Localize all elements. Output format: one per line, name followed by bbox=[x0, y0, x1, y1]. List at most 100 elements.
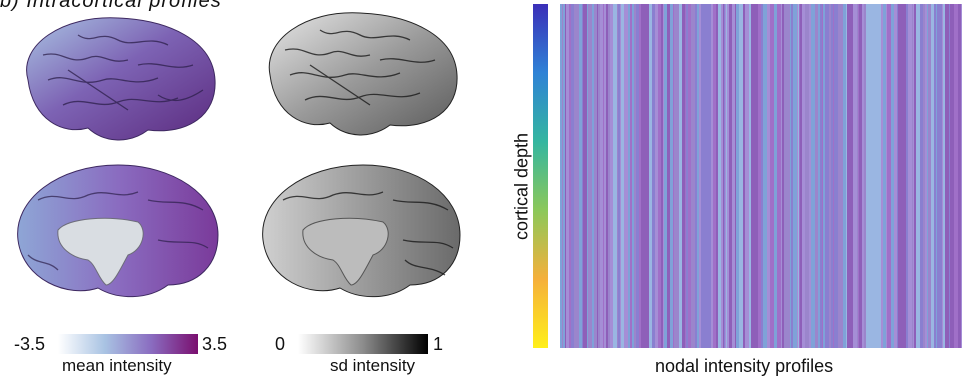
heatmap-stripe bbox=[729, 4, 732, 348]
heatmap-stripe bbox=[925, 4, 927, 348]
heatmap-stripe bbox=[620, 4, 621, 348]
heatmap-stripe bbox=[767, 4, 770, 348]
mean-intensity-colorbar bbox=[58, 334, 198, 354]
heatmap-stripe bbox=[634, 4, 636, 348]
heatmap-stripe bbox=[714, 4, 716, 348]
heatmap-stripe bbox=[639, 4, 641, 348]
sd-colorbar-max-label: 1 bbox=[433, 334, 444, 354]
heatmap-stripe bbox=[724, 4, 725, 348]
heatmap-stripe bbox=[820, 4, 822, 348]
heatmap-stripe bbox=[664, 4, 667, 348]
heatmap-stripe bbox=[679, 4, 682, 348]
heatmap-stripe bbox=[891, 4, 894, 348]
heatmap-stripe bbox=[851, 4, 853, 348]
panel-title: b) Intracortical profiles bbox=[0, 0, 222, 12]
heatmap-stripe bbox=[699, 4, 700, 348]
heatmap-stripe bbox=[610, 4, 613, 348]
heatmap-stripe bbox=[950, 4, 954, 348]
heatmap-stripe bbox=[628, 4, 630, 348]
heatmap-stripe bbox=[816, 4, 818, 348]
heatmap-stripe bbox=[934, 4, 936, 348]
heatmap-stripe bbox=[822, 4, 823, 348]
heatmap-stripe bbox=[726, 4, 727, 348]
mean-colorbar-min-label: -3.5 bbox=[14, 334, 46, 354]
heatmap-stripe bbox=[649, 4, 652, 348]
heatmap-stripe bbox=[755, 4, 758, 348]
heatmap-stripe bbox=[743, 4, 745, 348]
heatmap-stripe bbox=[923, 4, 925, 348]
heatmap-stripe bbox=[701, 4, 705, 348]
heatmap-stripe bbox=[787, 4, 790, 348]
heatmap-stripe bbox=[607, 4, 608, 348]
heatmap-stripe bbox=[886, 4, 887, 348]
heatmap-stripe bbox=[942, 4, 943, 348]
heatmap-stripe bbox=[799, 4, 800, 348]
heatmap-stripe bbox=[916, 4, 920, 348]
heatmap-stripe bbox=[618, 4, 620, 348]
heatmap-stripe bbox=[652, 4, 655, 348]
heatmap-stripe bbox=[658, 4, 661, 348]
heatmap-stripe bbox=[897, 4, 898, 348]
heatmap-stripe bbox=[857, 4, 858, 348]
heatmap-stripe bbox=[906, 4, 908, 348]
heatmap-stripe bbox=[853, 4, 857, 348]
heatmap-stripe bbox=[858, 4, 859, 348]
heatmap-stripe bbox=[811, 4, 815, 348]
heatmap-stripe bbox=[745, 4, 749, 348]
heatmap-stripe bbox=[645, 4, 649, 348]
heatmap-stripe bbox=[641, 4, 645, 348]
heatmap-stripe bbox=[945, 4, 949, 348]
heatmap-stripe bbox=[862, 4, 864, 348]
heatmap-stripe bbox=[617, 4, 618, 348]
mean-intensity-lateral-brain bbox=[26, 17, 216, 141]
heatmap-stripe bbox=[876, 4, 877, 348]
heatmap-stripe bbox=[565, 4, 566, 348]
heatmap-stripe bbox=[594, 4, 597, 348]
heatmap-stripe bbox=[846, 4, 847, 348]
heatmap-stripe bbox=[706, 4, 709, 348]
heatmap-stripe bbox=[961, 4, 962, 348]
heatmap-stripe bbox=[569, 4, 571, 348]
heatmap-stripe bbox=[560, 4, 562, 348]
mean-intensity-medial-brain bbox=[17, 164, 219, 298]
heatmap-stripe bbox=[751, 4, 755, 348]
heatmap-stripe bbox=[782, 4, 784, 348]
heatmap-stripe bbox=[920, 4, 923, 348]
heatmap-y-axis-label: cortical depth bbox=[511, 132, 532, 241]
heatmap-stripe bbox=[682, 4, 685, 348]
heatmap-stripe bbox=[716, 4, 718, 348]
heatmap-stripe bbox=[673, 4, 674, 348]
heatmap-stripe bbox=[877, 4, 881, 348]
heatmap-stripe bbox=[770, 4, 774, 348]
heatmap-stripe bbox=[912, 4, 913, 348]
heatmap-stripe bbox=[663, 4, 664, 348]
heatmap-stripe bbox=[688, 4, 691, 348]
heatmap-stripe bbox=[825, 4, 829, 348]
heatmap-stripe bbox=[883, 4, 886, 348]
heatmap-stripe bbox=[823, 4, 825, 348]
heatmap-stripe bbox=[604, 4, 606, 348]
heatmap-stripe bbox=[600, 4, 603, 348]
heatmap-stripe bbox=[705, 4, 706, 348]
heatmap-stripe bbox=[841, 4, 843, 348]
heatmap-stripe bbox=[587, 4, 588, 348]
heatmap-stripe bbox=[802, 4, 805, 348]
heatmap-stripe bbox=[678, 4, 679, 348]
heatmap-stripe bbox=[904, 4, 906, 348]
heatmap-stripe bbox=[711, 4, 713, 348]
sd-intensity-lateral-brain bbox=[268, 12, 458, 136]
sd-colorbar-title: sd intensity bbox=[330, 356, 416, 375]
heatmap-stripe bbox=[562, 4, 563, 348]
heatmap-stripe bbox=[571, 4, 574, 348]
heatmap-stripe bbox=[721, 4, 723, 348]
heatmap-stripe bbox=[563, 4, 565, 348]
heatmap-stripe bbox=[790, 4, 791, 348]
heatmap-stripe bbox=[815, 4, 816, 348]
heatmap-stripe bbox=[881, 4, 883, 348]
heatmap-stripe bbox=[597, 4, 598, 348]
heatmap-stripe bbox=[834, 4, 838, 348]
heatmap-stripe bbox=[695, 4, 697, 348]
heatmap-stripe bbox=[898, 4, 900, 348]
heatmap-stripe bbox=[624, 4, 628, 348]
heatmap-stripe bbox=[774, 4, 777, 348]
